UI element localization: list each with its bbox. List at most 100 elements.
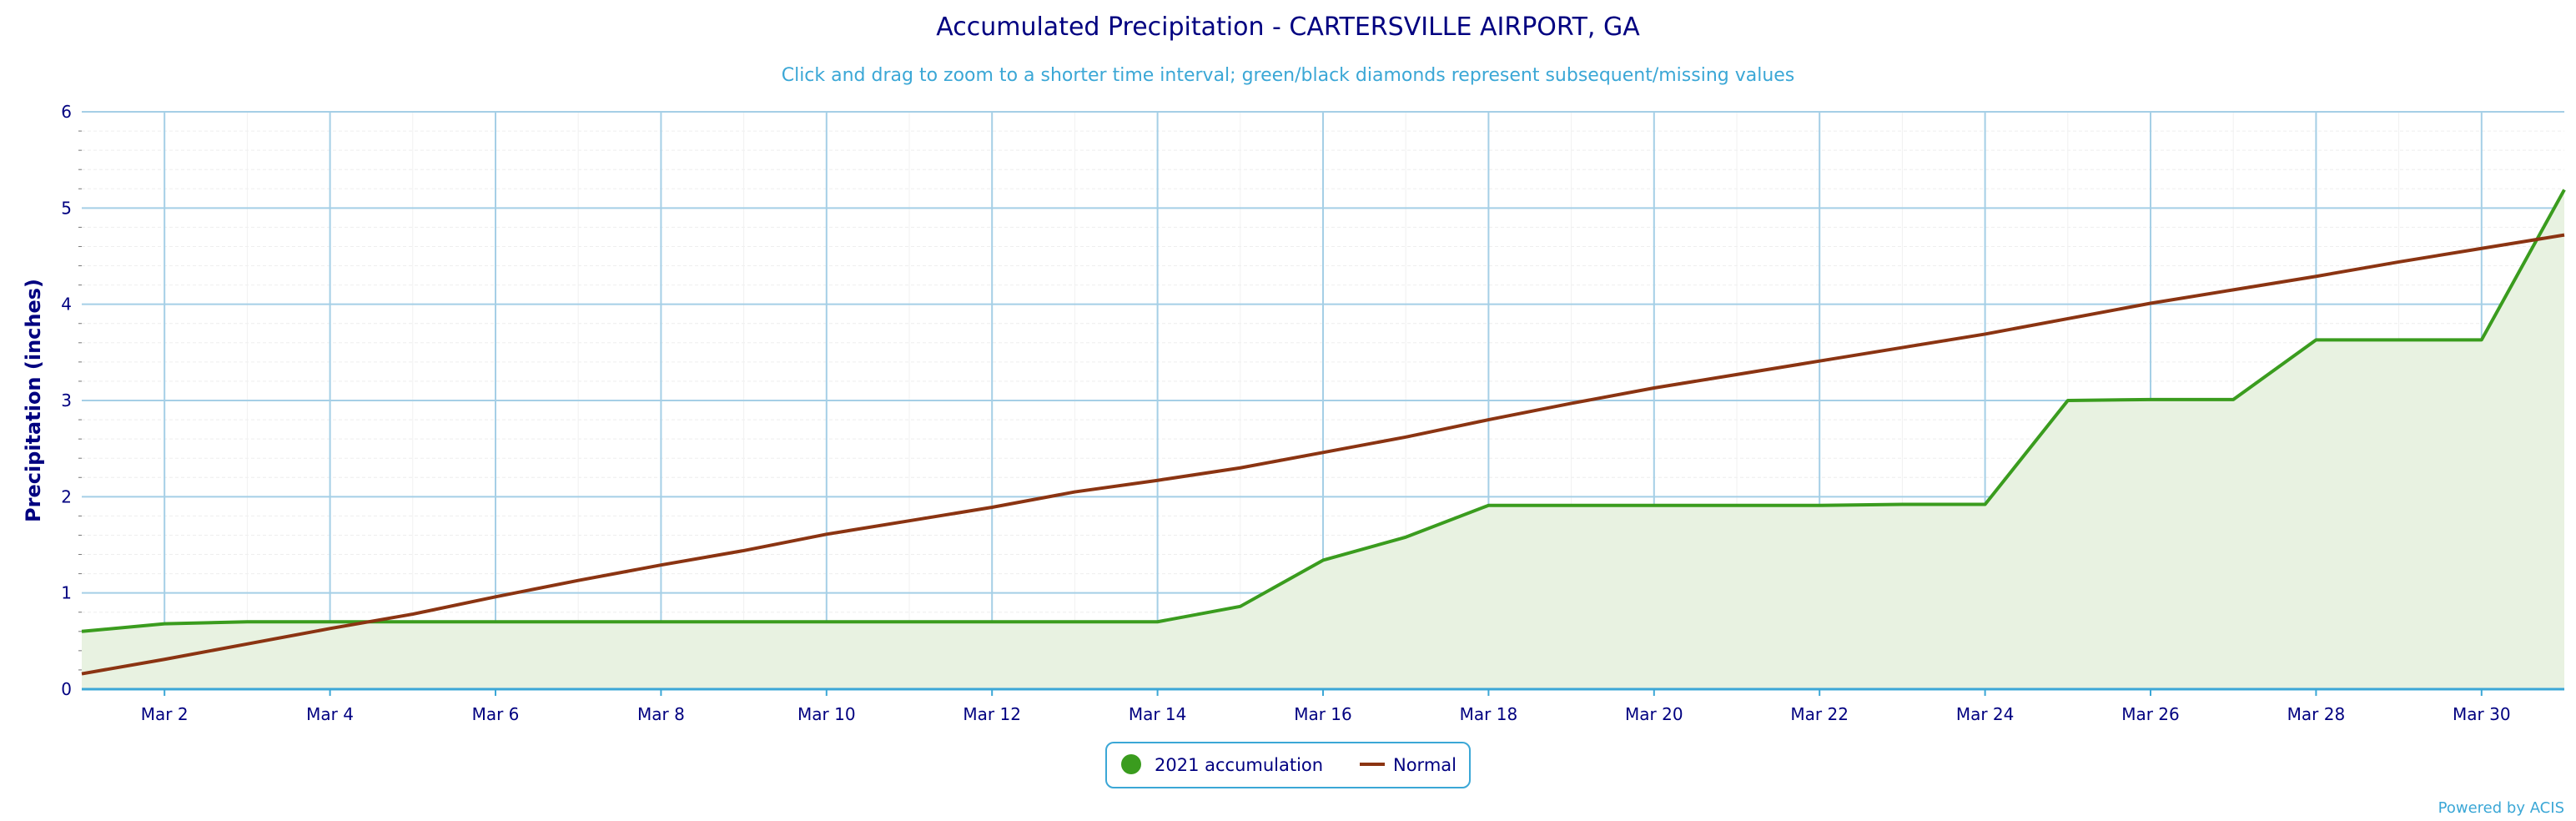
legend-item-normal[interactable]: Normal	[1360, 755, 1457, 775]
y-tick-label: 3	[61, 390, 72, 410]
accumulation-point	[1238, 604, 1243, 609]
x-tick-label: Mar 22	[1790, 704, 1849, 724]
normal-point	[742, 548, 747, 553]
accumulation-point	[2397, 337, 2402, 342]
axis-layer: 0 1 2 3 4 5 6 Mar 2 Mar 4 Mar 6 Mar 8 Mar 10 Mar 12 M…	[61, 102, 2564, 724]
normal-point	[2562, 233, 2567, 238]
normal-point	[410, 612, 415, 617]
legend-item-accumulation[interactable]: 2021 accumulation	[1121, 754, 1323, 775]
normal-point	[1403, 435, 1408, 440]
y-tick-label: 1	[61, 583, 72, 603]
normal-point	[1569, 400, 1574, 405]
accumulation-point	[2313, 337, 2318, 342]
normal-point	[1734, 372, 1739, 377]
powered-by-credit[interactable]: Powered by ACIS	[2438, 799, 2564, 817]
accumulation-point	[244, 619, 249, 624]
accumulation-point	[576, 619, 581, 624]
x-tick-label: Mar 8	[637, 704, 685, 724]
normal-point	[1817, 359, 1822, 364]
accumulation-line	[81, 189, 2566, 633]
normal-point	[1652, 385, 1657, 390]
normal-point	[658, 562, 663, 567]
y-axis-label: Precipitation (inches)	[22, 279, 45, 522]
normal-point	[2313, 274, 2318, 279]
normal-point	[493, 594, 498, 599]
legend-label-accumulation: 2021 accumulation	[1155, 755, 1323, 775]
accumulation-point	[1734, 503, 1739, 508]
normal-point	[2397, 259, 2402, 264]
normal-point	[2231, 287, 2236, 292]
y-tick-label: 2	[61, 486, 72, 506]
legend: 2021 accumulation Normal	[1105, 742, 1471, 788]
normal-line	[81, 233, 2565, 676]
accumulation-point	[2231, 397, 2236, 402]
normal-point	[1486, 417, 1491, 422]
normal-point	[162, 657, 167, 662]
accumulation-point	[1899, 502, 1904, 507]
accumulation-point	[1817, 503, 1822, 508]
y-tick-label: 4	[61, 295, 72, 315]
series-layer	[79, 187, 2567, 690]
chart-subtitle: Click and drag to zoom to a shorter time…	[782, 65, 1795, 86]
normal-point	[79, 672, 84, 677]
x-tick-label: Mar 10	[797, 704, 856, 724]
accumulation-point	[1569, 503, 1574, 508]
accumulation-point	[2479, 337, 2484, 342]
accumulation-point	[493, 619, 498, 624]
normal-point	[1321, 450, 1326, 455]
x-tick-label: Mar 20	[1625, 704, 1683, 724]
x-tick-label: Mar 30	[2453, 704, 2511, 724]
accumulation-point	[989, 619, 994, 624]
y-tick-label: 0	[61, 679, 72, 699]
normal-point	[907, 518, 912, 523]
x-tick-label: Mar 12	[963, 704, 1021, 724]
accumulation-point	[824, 619, 829, 624]
accumulation-point	[1155, 619, 1160, 624]
legend-symbol-accumulation	[1121, 754, 1141, 774]
accumulation-point	[742, 619, 747, 624]
accumulation-point	[2148, 397, 2153, 402]
chart-title: Accumulated Precipitation - CARTERSVILLE…	[936, 13, 1640, 42]
accumulation-point	[1321, 557, 1326, 562]
x-tick-label: Mar 24	[1956, 704, 2015, 724]
accumulation-point	[2562, 187, 2567, 192]
normal-point	[1072, 490, 1077, 495]
accumulation-point	[2065, 398, 2070, 403]
normal-point	[989, 505, 994, 510]
accumulation-point	[658, 619, 663, 624]
accumulation-point	[410, 619, 415, 624]
normal-point	[1155, 478, 1160, 483]
x-tick-label: Mar 14	[1129, 704, 1187, 724]
accumulation-point	[907, 619, 912, 624]
x-tick-label: Mar 16	[1294, 704, 1352, 724]
normal-point	[2065, 316, 2070, 321]
x-tick-label: Mar 2	[141, 704, 189, 724]
x-tick-label: Mar 6	[472, 704, 520, 724]
x-tick-label: Mar 4	[306, 704, 354, 724]
accumulation-point	[1486, 503, 1491, 508]
accumulation-area	[82, 189, 2564, 690]
x-tick-label: Mar 18	[1460, 704, 1518, 724]
normal-point	[2479, 246, 2484, 251]
x-tick-label: Mar 26	[2121, 704, 2180, 724]
normal-point	[328, 626, 333, 631]
y-tick-label: 6	[61, 102, 72, 122]
normal-point	[824, 531, 829, 536]
accumulation-point	[328, 619, 333, 624]
x-tick-label: Mar 28	[2287, 704, 2346, 724]
y-tick-label: 5	[61, 198, 72, 218]
accumulation-point	[162, 622, 167, 627]
legend-label-normal: Normal	[1393, 755, 1457, 775]
normal-point	[1899, 345, 1904, 350]
accumulation-point	[1072, 619, 1077, 624]
normal-point	[244, 642, 249, 647]
normal-point	[576, 578, 581, 583]
normal-point	[1983, 331, 1988, 336]
normal-point	[2148, 301, 2153, 306]
normal-point	[1238, 466, 1243, 471]
legend-box	[1105, 742, 1471, 788]
accumulation-point	[1983, 502, 1988, 507]
accumulation-point	[1652, 503, 1657, 508]
accumulation-point	[1403, 535, 1408, 540]
